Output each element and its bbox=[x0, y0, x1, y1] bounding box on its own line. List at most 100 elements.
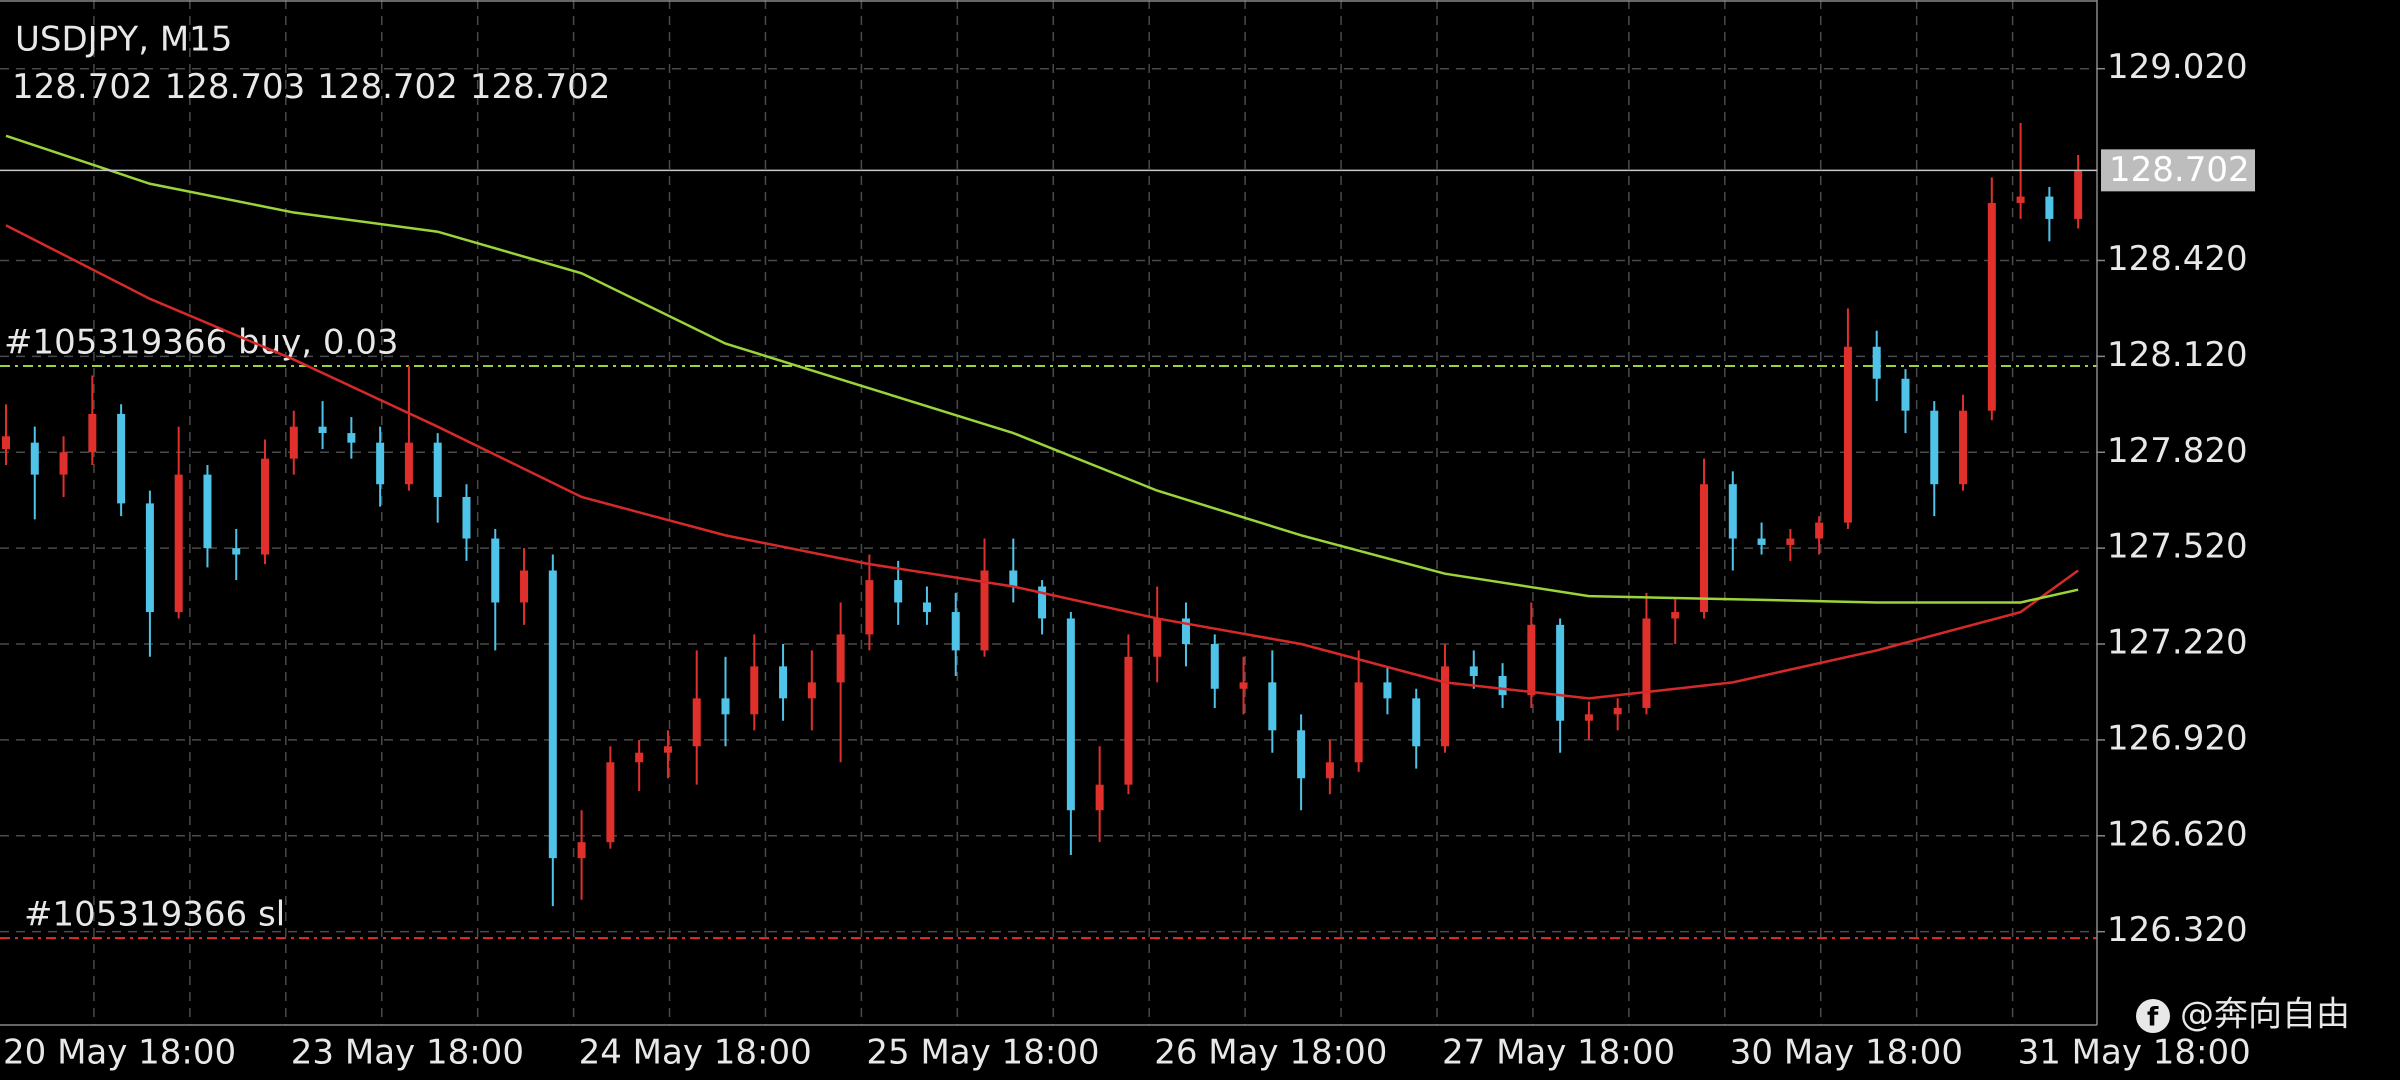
y-tick-label: 128.420 bbox=[2107, 239, 2248, 279]
x-tick-label: 27 May 18:00 bbox=[1442, 1033, 1675, 1073]
y-tick-label: 126.320 bbox=[2107, 910, 2248, 950]
candle-body bbox=[347, 433, 356, 443]
candle-body bbox=[1441, 666, 1449, 747]
candle-body bbox=[1469, 666, 1478, 676]
candle-body bbox=[2074, 170, 2083, 219]
candle-body bbox=[1671, 612, 1680, 619]
candle-body bbox=[1124, 656, 1133, 785]
candle-body bbox=[548, 570, 557, 859]
chart-title: USDJPY, M15 bbox=[15, 20, 232, 60]
candle-body bbox=[980, 570, 989, 651]
candle-body bbox=[1901, 378, 1910, 411]
y-tick-label: 127.520 bbox=[2107, 527, 2248, 567]
ohlc-value: 128.702 bbox=[317, 67, 458, 107]
candle-body bbox=[289, 426, 298, 459]
candle-body bbox=[1728, 484, 1737, 539]
candle-body bbox=[894, 580, 903, 603]
candle-body bbox=[1959, 410, 1968, 485]
watermark: f @奔向自由 bbox=[2136, 995, 2350, 1035]
candle-body bbox=[836, 634, 845, 683]
candle-body bbox=[750, 666, 759, 715]
candle-body bbox=[635, 752, 644, 763]
candle-body bbox=[1498, 675, 1507, 696]
candle-body bbox=[520, 570, 529, 603]
candle-body bbox=[491, 538, 500, 603]
candle-body bbox=[663, 746, 672, 753]
candle-body bbox=[1325, 762, 1334, 779]
candle-body bbox=[2, 436, 10, 450]
candle-body bbox=[433, 442, 442, 497]
candle-body bbox=[232, 548, 241, 555]
x-tick-label: 30 May 18:00 bbox=[1730, 1033, 1963, 1073]
y-tick-label: 127.220 bbox=[2107, 623, 2248, 663]
candle-body bbox=[1872, 346, 1881, 379]
candle-body bbox=[2016, 196, 2025, 203]
y-tick-label: 129.020 bbox=[2107, 47, 2248, 87]
candle-body bbox=[577, 842, 586, 859]
candle-body bbox=[606, 762, 615, 843]
candle-body bbox=[376, 442, 385, 485]
candle-body bbox=[30, 442, 39, 475]
candle-body bbox=[1815, 522, 1824, 539]
candle-body bbox=[1987, 202, 1996, 411]
watermark-icon bbox=[2136, 999, 2170, 1033]
candle-body bbox=[922, 602, 931, 613]
last-price-tag bbox=[2101, 149, 2255, 192]
ohlc-value: 128.702 bbox=[470, 67, 611, 107]
y-tick-label: 127.820 bbox=[2107, 431, 2248, 471]
y-tick-label: 128.120 bbox=[2107, 335, 2248, 375]
candle-body bbox=[1239, 682, 1248, 689]
candles bbox=[2, 123, 2083, 907]
candle-body bbox=[1613, 707, 1622, 715]
grid bbox=[0, 0, 2097, 1025]
candle-body bbox=[1930, 410, 1939, 485]
candle-body bbox=[1642, 618, 1651, 708]
candle-body bbox=[261, 458, 270, 555]
candle-body bbox=[1009, 570, 1018, 587]
candle-body bbox=[1210, 644, 1219, 689]
candle-body bbox=[1095, 784, 1104, 811]
candle-body bbox=[117, 413, 126, 504]
candle-body bbox=[1383, 682, 1392, 699]
candle-body bbox=[1556, 624, 1565, 721]
moving-average bbox=[5, 224, 2079, 700]
ohlc-value: 128.703 bbox=[165, 67, 306, 107]
moving-averages bbox=[5, 134, 2079, 700]
candle-body bbox=[1297, 730, 1306, 779]
candle-body bbox=[779, 666, 788, 699]
watermark-text: @奔向自由 bbox=[2180, 995, 2350, 1035]
candle-body bbox=[1527, 624, 1536, 696]
x-tick-label: 23 May 18:00 bbox=[291, 1033, 524, 1073]
x-tick-label: 26 May 18:00 bbox=[1154, 1033, 1387, 1073]
y-tick-label: 126.620 bbox=[2107, 814, 2248, 854]
candle-body bbox=[1757, 538, 1766, 545]
order-label: #105319366 buy, 0.03 bbox=[4, 322, 399, 362]
current-ohlc: 128.702 128.703 128.702 128.702 bbox=[12, 67, 610, 107]
candle-body bbox=[1354, 682, 1363, 763]
x-tick-label: 20 May 18:00 bbox=[3, 1033, 236, 1073]
candle-body bbox=[1700, 484, 1709, 613]
moving-average bbox=[5, 134, 2079, 604]
axes: 129.020 128.420 128.120 127.820 127.520 127.2… bbox=[0, 0, 2255, 1073]
watermark-icon-glyph: f bbox=[2147, 1003, 2159, 1033]
candle-body bbox=[1843, 346, 1852, 523]
candle-body bbox=[692, 698, 701, 747]
candle-body bbox=[865, 580, 874, 635]
levels: #105319366 buy, 0.03 #105319366 sl bbox=[0, 322, 2097, 940]
candle-body bbox=[88, 413, 97, 453]
candle-body bbox=[318, 426, 327, 434]
y-tick-label: 126.920 bbox=[2107, 718, 2248, 758]
candle-body bbox=[1268, 682, 1277, 731]
candle-body bbox=[1584, 714, 1593, 721]
candle-body bbox=[145, 503, 154, 613]
x-tick-label: 31 May 18:00 bbox=[2018, 1033, 2251, 1073]
candle-body bbox=[59, 452, 68, 475]
candle-body bbox=[2045, 196, 2054, 219]
candle-body bbox=[1153, 618, 1162, 657]
candle-body bbox=[462, 496, 471, 539]
candle-body bbox=[721, 698, 730, 715]
ohlc-value: 128.702 bbox=[12, 67, 153, 107]
candle-body bbox=[174, 474, 183, 613]
